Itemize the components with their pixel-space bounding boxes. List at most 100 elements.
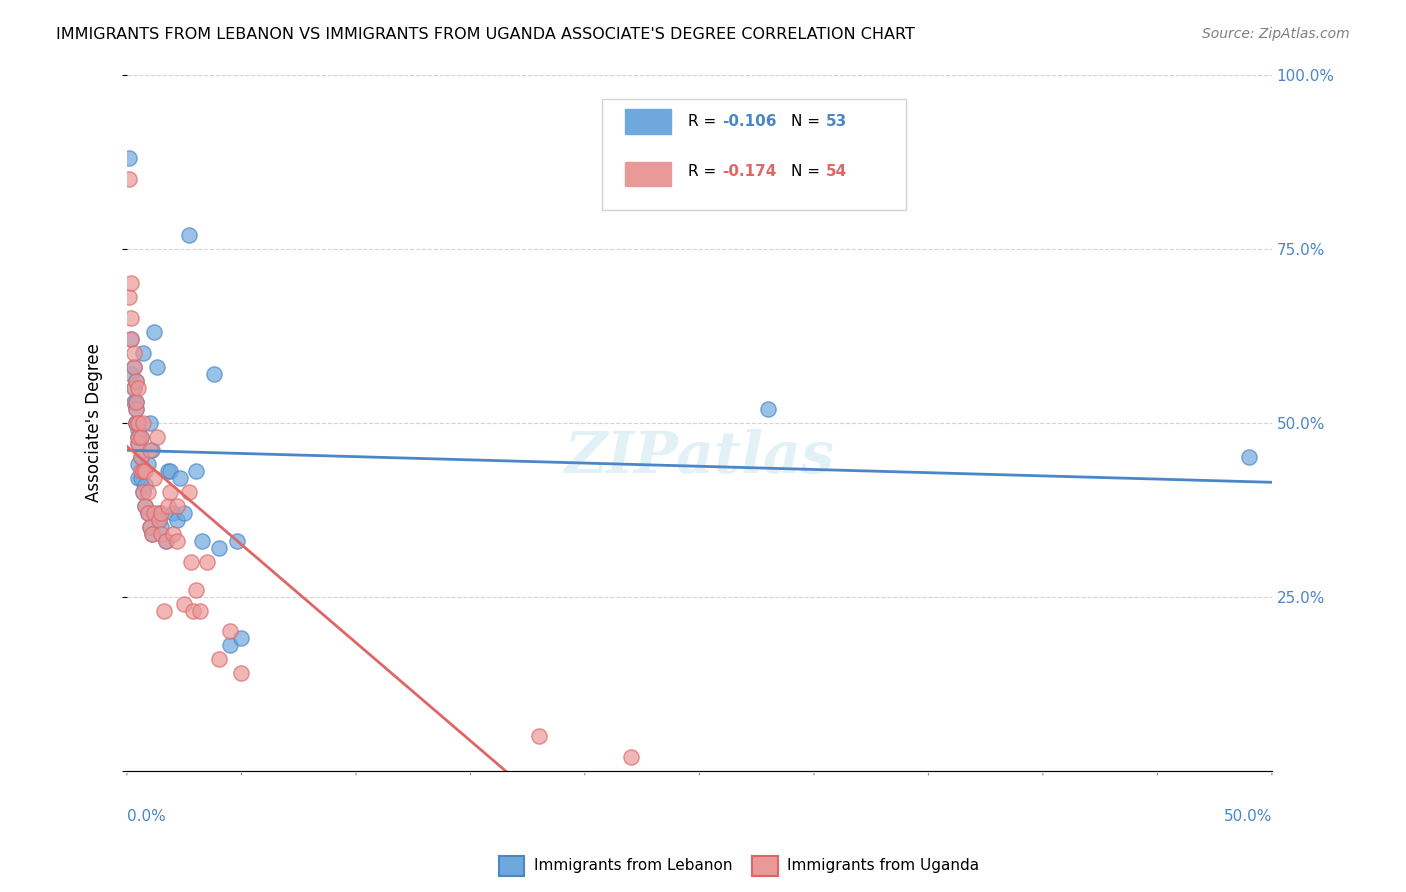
Immigrants from Lebanon	[127, 423, 149, 437]
Immigrants from Uganda	[207, 652, 229, 666]
Immigrants from Uganda	[143, 506, 166, 520]
Immigrants from Uganda	[148, 513, 170, 527]
Immigrants from Uganda	[134, 464, 156, 478]
Immigrants from Uganda	[136, 485, 159, 500]
Immigrants from Uganda	[127, 381, 149, 395]
Text: N =: N =	[792, 113, 825, 128]
Text: Source: ZipAtlas.com: Source: ZipAtlas.com	[1202, 27, 1350, 41]
Immigrants from Uganda	[166, 499, 188, 513]
Immigrants from Lebanon	[125, 416, 148, 430]
Bar	[626, 161, 671, 186]
Immigrants from Lebanon	[125, 416, 148, 430]
Text: -0.174: -0.174	[723, 164, 776, 179]
Immigrants from Lebanon	[125, 401, 148, 416]
Immigrants from Lebanon	[125, 394, 148, 409]
Text: -0.106: -0.106	[723, 113, 776, 128]
Immigrants from Uganda	[162, 527, 184, 541]
Immigrants from Lebanon	[139, 520, 162, 534]
Text: R =: R =	[688, 164, 721, 179]
Immigrants from Uganda	[132, 464, 155, 478]
Immigrants from Lebanon	[136, 458, 159, 472]
Immigrants from Uganda	[188, 604, 211, 618]
Immigrants from Uganda	[527, 729, 550, 743]
Immigrants from Uganda	[139, 443, 162, 458]
Immigrants from Uganda	[122, 359, 145, 374]
Immigrants from Uganda	[139, 520, 162, 534]
Immigrants from Uganda	[155, 533, 177, 548]
Immigrants from Lebanon	[756, 401, 779, 416]
Immigrants from Lebanon	[162, 506, 184, 520]
Immigrants from Lebanon	[143, 325, 166, 339]
Immigrants from Lebanon	[129, 471, 152, 485]
Immigrants from Uganda	[157, 499, 180, 513]
Immigrants from Lebanon	[159, 464, 181, 478]
Immigrants from Uganda	[177, 485, 200, 500]
Immigrants from Uganda	[129, 464, 152, 478]
Immigrants from Lebanon	[1237, 450, 1260, 465]
Immigrants from Lebanon	[202, 367, 225, 381]
Immigrants from Lebanon	[225, 533, 247, 548]
Immigrants from Uganda	[121, 332, 143, 346]
Immigrants from Lebanon	[129, 450, 152, 465]
Immigrants from Uganda	[129, 450, 152, 465]
Immigrants from Uganda	[231, 666, 253, 681]
Immigrants from Uganda	[118, 290, 141, 304]
Immigrants from Lebanon	[132, 485, 155, 500]
Text: N =: N =	[792, 164, 825, 179]
Immigrants from Lebanon	[132, 464, 155, 478]
Immigrants from Uganda	[134, 499, 156, 513]
Text: IMMIGRANTS FROM LEBANON VS IMMIGRANTS FROM UGANDA ASSOCIATE'S DEGREE CORRELATION: IMMIGRANTS FROM LEBANON VS IMMIGRANTS FR…	[56, 27, 915, 42]
Text: Immigrants from Uganda: Immigrants from Uganda	[787, 858, 980, 872]
Immigrants from Uganda	[219, 624, 242, 639]
Immigrants from Uganda	[136, 506, 159, 520]
Immigrants from Lebanon	[122, 359, 145, 374]
Immigrants from Uganda	[125, 416, 148, 430]
Text: 0.0%: 0.0%	[127, 809, 166, 824]
Immigrants from Lebanon	[231, 632, 253, 646]
Immigrants from Lebanon	[173, 506, 195, 520]
Immigrants from Lebanon	[127, 436, 149, 450]
Immigrants from Uganda	[132, 485, 155, 500]
Immigrants from Lebanon	[145, 359, 167, 374]
Text: 53: 53	[825, 113, 846, 128]
Immigrants from Uganda	[150, 527, 173, 541]
Text: R =: R =	[688, 113, 721, 128]
Immigrants from Uganda	[125, 394, 148, 409]
FancyBboxPatch shape	[602, 99, 905, 211]
Immigrants from Uganda	[122, 346, 145, 360]
Immigrants from Uganda	[152, 604, 174, 618]
Text: 54: 54	[825, 164, 846, 179]
Immigrants from Lebanon	[118, 151, 141, 165]
Immigrants from Lebanon	[127, 471, 149, 485]
Immigrants from Uganda	[118, 172, 141, 186]
Immigrants from Uganda	[620, 749, 643, 764]
Immigrants from Lebanon	[127, 416, 149, 430]
Immigrants from Uganda	[166, 533, 188, 548]
Immigrants from Lebanon	[121, 367, 143, 381]
Text: 50.0%: 50.0%	[1223, 809, 1272, 824]
Immigrants from Uganda	[159, 485, 181, 500]
Immigrants from Lebanon	[125, 374, 148, 388]
Immigrants from Uganda	[141, 527, 163, 541]
Immigrants from Lebanon	[121, 332, 143, 346]
Immigrants from Lebanon	[122, 394, 145, 409]
Immigrants from Uganda	[132, 416, 155, 430]
Immigrants from Lebanon	[141, 527, 163, 541]
Immigrants from Lebanon	[139, 416, 162, 430]
Immigrants from Uganda	[180, 555, 202, 569]
Immigrants from Lebanon	[141, 443, 163, 458]
Immigrants from Lebanon	[134, 478, 156, 492]
Immigrants from Lebanon	[155, 533, 177, 548]
Immigrants from Lebanon	[207, 541, 229, 555]
Immigrants from Lebanon	[127, 429, 149, 443]
Immigrants from Lebanon	[177, 227, 200, 242]
Immigrants from Uganda	[145, 429, 167, 443]
Immigrants from Lebanon	[136, 506, 159, 520]
Immigrants from Uganda	[184, 582, 207, 597]
Immigrants from Lebanon	[157, 464, 180, 478]
Immigrants from Uganda	[127, 436, 149, 450]
Immigrants from Lebanon	[219, 639, 242, 653]
Immigrants from Lebanon	[148, 506, 170, 520]
Immigrants from Uganda	[127, 429, 149, 443]
Immigrants from Uganda	[121, 277, 143, 291]
